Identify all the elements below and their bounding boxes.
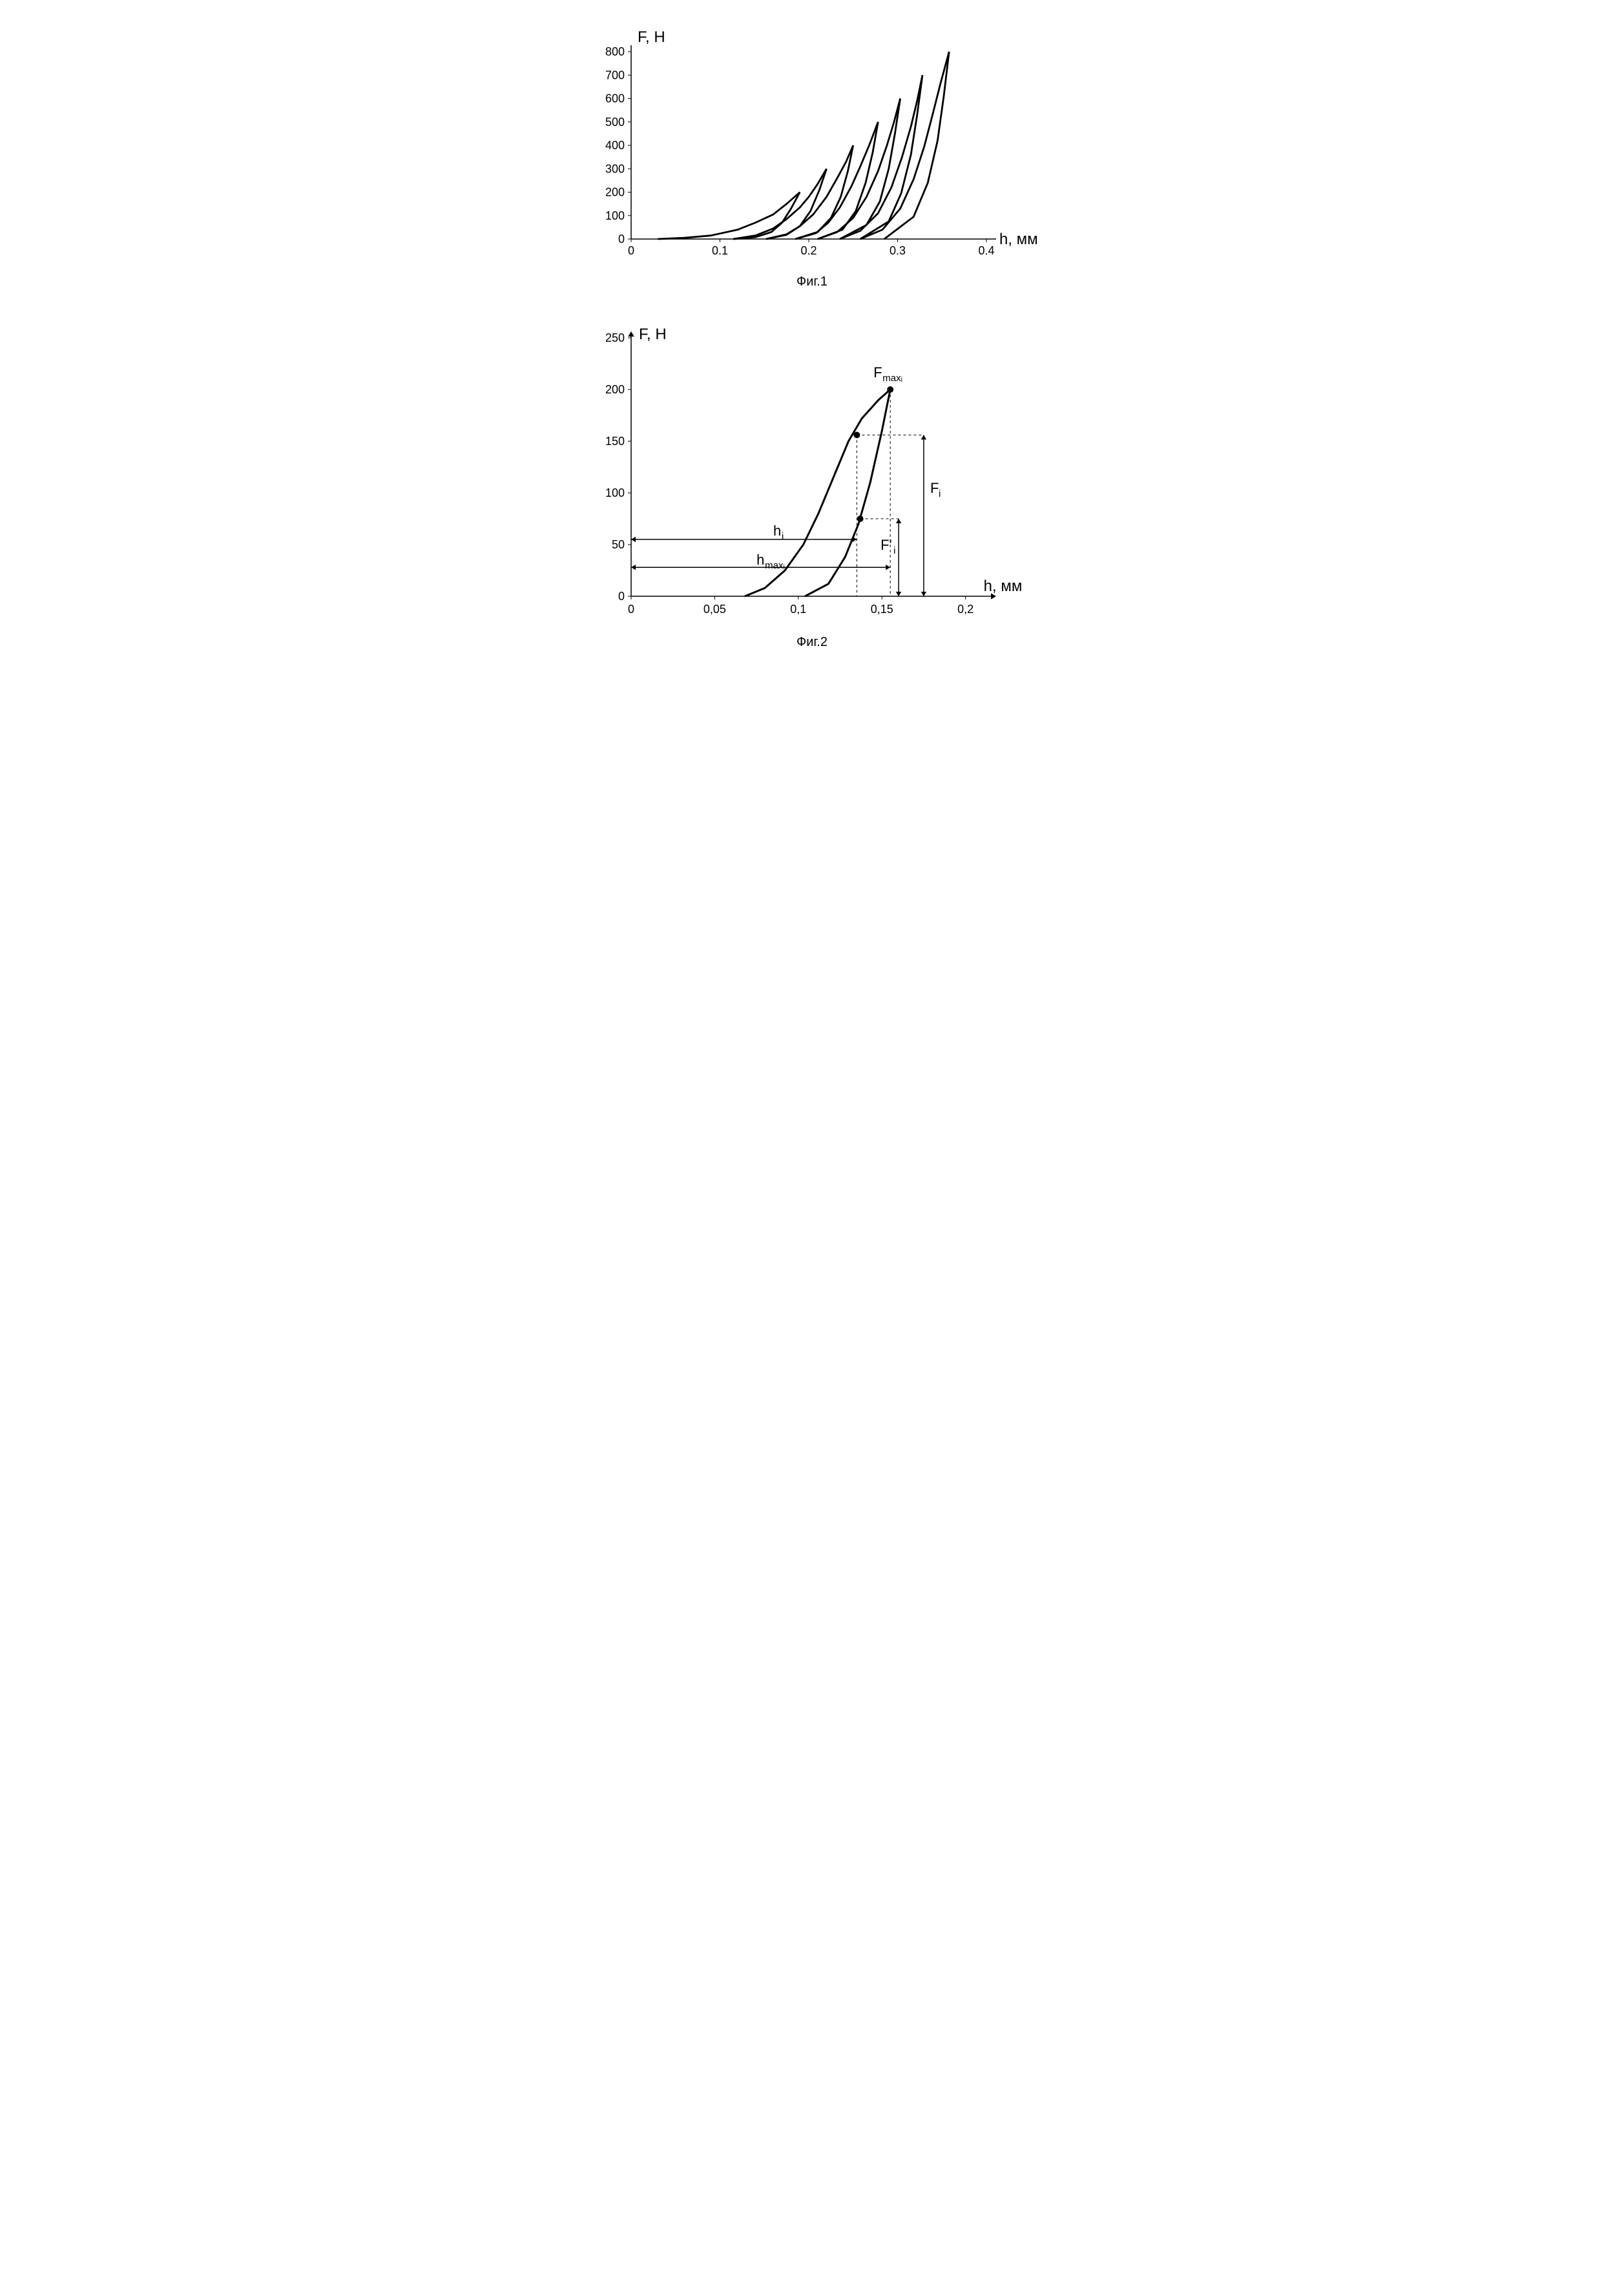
- svg-text:F: F: [873, 364, 882, 380]
- svg-text:F, Н: F, Н: [638, 28, 665, 46]
- svg-text:500: 500: [605, 116, 625, 129]
- svg-text:0.2: 0.2: [800, 244, 817, 257]
- svg-text:50: 50: [612, 538, 625, 551]
- svg-text:0: 0: [618, 590, 625, 603]
- svg-text:800: 800: [605, 45, 625, 58]
- svg-text:i: i: [939, 488, 941, 499]
- figure-1: 0 100 200 300 400 500 600 700 800 0 0.1 0.2 0.3 0.4 F,…: [521, 26, 1103, 309]
- svg-text:100: 100: [605, 486, 625, 499]
- svg-text:F: F: [930, 480, 939, 496]
- svg-text:0.4: 0.4: [978, 244, 994, 257]
- svg-text:300: 300: [605, 162, 625, 175]
- svg-text:600: 600: [605, 92, 625, 105]
- fig1-chart: 0 100 200 300 400 500 600 700 800 0 0.1 0.2 0.3 0.4 F,…: [586, 26, 1038, 271]
- svg-text:0: 0: [628, 603, 634, 616]
- svg-text:F': F': [880, 537, 892, 553]
- fig2-caption: Фиг.2: [796, 635, 828, 650]
- svg-text:0,05: 0,05: [703, 603, 726, 616]
- svg-text:F, Н: F, Н: [639, 326, 667, 343]
- svg-text:h: h: [756, 552, 764, 568]
- svg-text:0,2: 0,2: [957, 603, 973, 616]
- svg-text:0,1: 0,1: [790, 603, 806, 616]
- svg-text:maxᵢ: maxᵢ: [882, 373, 902, 384]
- svg-text:i: i: [893, 545, 895, 556]
- svg-text:i: i: [782, 531, 784, 542]
- fig2-chart: 0 50 100 150 200 250 0 0,05 0,1 0,15 0,2 F, Н h, мм F…: [586, 309, 1038, 632]
- svg-text:100: 100: [605, 209, 625, 222]
- svg-text:250: 250: [605, 331, 625, 344]
- figure-2: 0 50 100 150 200 250 0 0,05 0,1 0,15 0,2 F, Н h, мм F…: [521, 309, 1103, 669]
- svg-text:0.3: 0.3: [890, 244, 906, 257]
- svg-text:150: 150: [605, 435, 625, 448]
- svg-text:maxᵢ: maxᵢ: [765, 560, 785, 571]
- fig1-caption: Фиг.1: [796, 275, 828, 289]
- svg-text:200: 200: [605, 383, 625, 396]
- svg-text:0,15: 0,15: [871, 603, 893, 616]
- svg-text:h, мм: h, мм: [999, 231, 1038, 248]
- svg-text:0.1: 0.1: [712, 244, 728, 257]
- svg-text:h: h: [773, 523, 781, 539]
- svg-text:h, мм: h, мм: [984, 578, 1023, 595]
- svg-text:700: 700: [605, 68, 625, 81]
- svg-text:0: 0: [618, 233, 625, 245]
- svg-text:0: 0: [628, 244, 634, 257]
- svg-text:200: 200: [605, 186, 625, 199]
- svg-text:400: 400: [605, 139, 625, 152]
